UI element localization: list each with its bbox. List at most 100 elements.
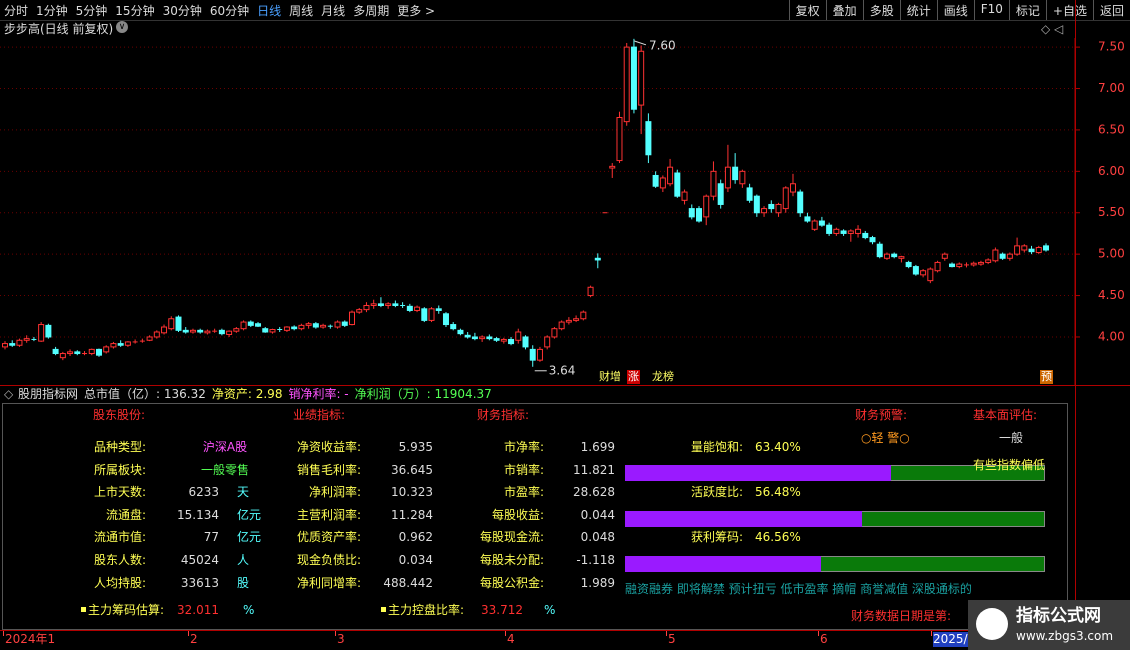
candle-body bbox=[406, 305, 413, 311]
candle-body bbox=[450, 324, 457, 330]
period-tab[interactable]: 日线 bbox=[257, 4, 282, 18]
tool-button[interactable]: +自选 bbox=[1045, 0, 1093, 20]
candle-body bbox=[732, 166, 739, 181]
header-icons[interactable]: ◇ ◁ bbox=[1041, 22, 1064, 36]
x-tick bbox=[818, 631, 819, 636]
info-source: 股朋指标网 bbox=[18, 387, 79, 401]
candle-body bbox=[1021, 245, 1028, 251]
period-tab[interactable]: 更多 > bbox=[397, 4, 436, 18]
y-tick-label: 5.00 bbox=[1098, 247, 1125, 261]
title-dropdown[interactable]: ∨ bbox=[116, 21, 128, 33]
candle-body bbox=[529, 348, 536, 361]
x-axis: 2024年1 2 3 4 5 6 2025/0 bbox=[0, 630, 1075, 649]
field-label: 市净率: bbox=[503, 440, 544, 454]
candle-body bbox=[23, 338, 30, 341]
candle-body bbox=[305, 323, 312, 326]
x-tick bbox=[505, 631, 506, 636]
warning: ○轻 警○ bbox=[861, 431, 910, 445]
candle-body bbox=[356, 309, 363, 313]
meter-bar bbox=[625, 556, 821, 572]
candle-body bbox=[457, 329, 464, 335]
candle-body bbox=[746, 187, 753, 201]
chart-title: 步步高(日线 前复权) bbox=[4, 22, 114, 36]
candle-body bbox=[985, 259, 992, 263]
tool-button[interactable]: F10 bbox=[973, 0, 1009, 20]
field-value: 一般零售 bbox=[200, 462, 249, 477]
y-tick-label: 6.50 bbox=[1098, 122, 1125, 136]
collapse-icon[interactable]: ◇ bbox=[4, 387, 14, 401]
price-chart: 4.00 4.50 5.00 5.50 6.00 6.50 7.00 7.50 7.60 3.64 bbox=[0, 38, 1125, 385]
meter-bar bbox=[625, 511, 863, 527]
section-heading: 业绩指标: bbox=[293, 408, 346, 422]
candle-body bbox=[883, 253, 890, 259]
field-value: 45024 bbox=[180, 553, 219, 567]
period-tab[interactable]: 60分钟 bbox=[209, 4, 250, 18]
tool-button[interactable]: 统计 bbox=[899, 0, 937, 20]
candle-body bbox=[862, 232, 869, 239]
candle-body bbox=[298, 324, 305, 330]
candle-body bbox=[226, 330, 233, 335]
meter-label: 量能饱和: bbox=[691, 440, 744, 454]
period-tab[interactable]: 分时 bbox=[4, 4, 29, 18]
candle-body bbox=[189, 329, 196, 333]
field-label: 每股公积金: bbox=[479, 575, 544, 590]
candle-body bbox=[761, 208, 768, 214]
field-label: 优质资产率: bbox=[296, 530, 361, 545]
field-label: 上市天数: bbox=[93, 485, 146, 500]
tool-button[interactable]: 返回 bbox=[1092, 0, 1130, 20]
x-tick bbox=[666, 631, 667, 636]
candle-body bbox=[291, 326, 298, 330]
candle-body bbox=[674, 172, 681, 197]
event-tag[interactable]: 龙榜 bbox=[651, 370, 675, 384]
event-tag[interactable]: 预 bbox=[1040, 370, 1053, 384]
candle-body bbox=[869, 237, 876, 243]
tool-button[interactable]: 标记 bbox=[1008, 0, 1046, 20]
candle-body bbox=[421, 308, 428, 321]
tool-button[interactable]: 多股 bbox=[862, 0, 900, 20]
candle-body bbox=[898, 256, 905, 259]
candle-body bbox=[927, 268, 934, 282]
x-tick-label: 5 bbox=[668, 632, 676, 646]
candle-body bbox=[117, 343, 124, 346]
candle-body bbox=[551, 328, 558, 338]
candle-body bbox=[283, 326, 290, 331]
field-value: 沪深A股 bbox=[202, 440, 248, 454]
field-unit: 天 bbox=[237, 485, 250, 500]
y-tick-label: 6.00 bbox=[1098, 164, 1125, 178]
tool-button[interactable]: 画线 bbox=[936, 0, 974, 20]
y-tick-label: 4.50 bbox=[1098, 288, 1125, 302]
period-tab[interactable]: 月线 bbox=[321, 4, 346, 18]
meter-label: 获利筹码: bbox=[691, 530, 744, 544]
period-tab[interactable]: 30分钟 bbox=[162, 4, 202, 18]
field-unit: 亿元 bbox=[237, 530, 262, 545]
field-label: 品种类型: bbox=[93, 440, 146, 454]
candle-body bbox=[95, 348, 102, 356]
event-tag[interactable]: 财增 bbox=[598, 370, 622, 384]
candle-body bbox=[696, 208, 702, 222]
chip-bullet bbox=[81, 607, 86, 612]
tool-button[interactable]: 复权 bbox=[788, 0, 826, 20]
candle-body bbox=[573, 318, 580, 321]
section-heading: 财务指标: bbox=[477, 408, 530, 422]
period-tab[interactable]: 15分钟 bbox=[115, 4, 155, 18]
event-tag[interactable]: 涨 bbox=[627, 370, 640, 384]
candle-body bbox=[349, 311, 355, 326]
candle-body bbox=[587, 286, 594, 297]
high-label: 7.60 bbox=[649, 38, 676, 52]
tool-button[interactable]: 叠加 bbox=[825, 0, 863, 20]
y-tick-label: 7.50 bbox=[1098, 40, 1125, 54]
candle-body bbox=[240, 321, 247, 330]
period-tab[interactable]: 周线 bbox=[289, 4, 314, 18]
candle-body bbox=[905, 261, 912, 268]
period-tab[interactable]: 5分钟 bbox=[75, 4, 108, 18]
period-tab[interactable]: 多周期 bbox=[353, 4, 390, 18]
candle-body bbox=[486, 336, 493, 340]
candle-body bbox=[558, 321, 565, 330]
candle-body bbox=[992, 249, 999, 262]
x-tick-label: 4 bbox=[507, 632, 515, 646]
chip-unit: % bbox=[544, 603, 556, 617]
candle-body bbox=[565, 319, 572, 323]
field-value: 15.134 bbox=[177, 507, 219, 522]
period-tab[interactable]: 1分钟 bbox=[36, 4, 68, 18]
toolbar: 分时 1分钟 5分钟 15分钟 30分钟 60分钟 日线 周线 月线 多周期 更多 > 复权 叠加 多股… bbox=[0, 0, 1130, 21]
